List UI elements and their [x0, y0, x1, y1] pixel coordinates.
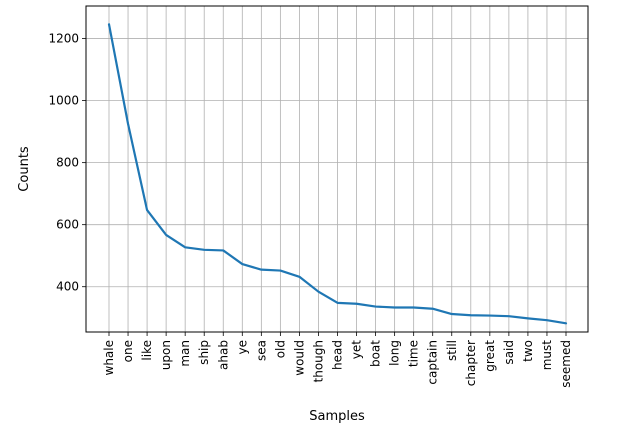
x-tick-label: one: [121, 340, 135, 362]
y-tick-label: 1000: [48, 94, 79, 108]
x-tick-label: must: [540, 340, 554, 371]
series-line: [107, 23, 568, 325]
x-tick-label: ship: [197, 340, 211, 365]
x-tick-label: great: [483, 340, 497, 372]
y-tick-label: 800: [56, 156, 79, 170]
x-tick-label: two: [521, 340, 535, 362]
x-tick-label: man: [178, 340, 192, 367]
x-tick-label: sea: [254, 340, 268, 361]
x-tick-label: would: [292, 340, 306, 376]
x-tick-label: old: [273, 340, 287, 358]
x-tick-label: seemed: [559, 340, 573, 388]
x-tick-label: ye: [235, 340, 249, 354]
y-axis-label: Counts: [17, 146, 32, 192]
y-axis-ticks: 400 600 800 1000 1200: [48, 32, 86, 294]
y-tick-label: 1200: [48, 32, 79, 46]
plot-frame: [85, 5, 589, 333]
x-tick-label: ahab: [216, 340, 230, 370]
x-tick-label: boat: [369, 340, 383, 367]
x-tick-label: like: [140, 340, 154, 361]
y-tick-label: 600: [56, 218, 79, 232]
x-tick-label: time: [407, 340, 421, 367]
x-tick-label: yet: [350, 340, 364, 359]
x-tick-label: whale: [102, 340, 116, 376]
x-tick-label: captain: [426, 340, 440, 385]
x-tick-label: said: [502, 340, 516, 365]
x-axis-label: Samples: [309, 409, 365, 424]
x-tick-label: head: [331, 340, 345, 370]
y-tick-label: 400: [56, 280, 79, 294]
x-tick-label: chapter: [464, 340, 478, 386]
x-tick-label: upon: [159, 340, 173, 370]
x-axis-ticks: whale one like upon man ship ahab ye sea old would…: [102, 332, 573, 388]
grid-lines: [86, 6, 588, 332]
x-tick-label: still: [445, 340, 459, 361]
x-tick-label: long: [388, 340, 402, 366]
x-tick-label: though: [311, 340, 325, 382]
